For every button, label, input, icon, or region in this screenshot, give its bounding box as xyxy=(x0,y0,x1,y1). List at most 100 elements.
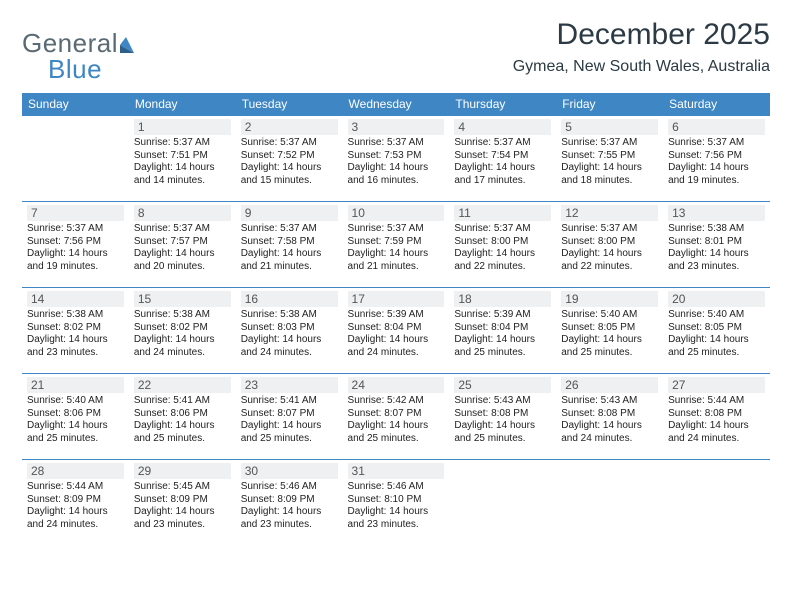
sunset-text: Sunset: 8:04 PM xyxy=(348,322,445,335)
calendar-week-row: 28Sunrise: 5:44 AMSunset: 8:09 PMDayligh… xyxy=(22,460,770,546)
day-number: 31 xyxy=(348,463,445,479)
sunset-text: Sunset: 8:08 PM xyxy=(454,408,551,421)
day-number: 21 xyxy=(27,377,124,393)
day-info: Sunrise: 5:38 AMSunset: 8:03 PMDaylight:… xyxy=(241,309,338,359)
calendar-day-cell xyxy=(663,460,770,546)
title-block: December 2025 Gymea, New South Wales, Au… xyxy=(513,18,770,76)
sunrise-text: Sunrise: 5:38 AM xyxy=(134,309,231,322)
logo-text-block: General Blue xyxy=(22,28,142,85)
sunset-text: Sunset: 8:03 PM xyxy=(241,322,338,335)
day-info: Sunrise: 5:43 AMSunset: 8:08 PMDaylight:… xyxy=(454,395,551,445)
sunset-text: Sunset: 8:05 PM xyxy=(561,322,658,335)
calendar-day-cell: 27Sunrise: 5:44 AMSunset: 8:08 PMDayligh… xyxy=(663,374,770,460)
day-info: Sunrise: 5:37 AMSunset: 7:53 PMDaylight:… xyxy=(348,137,445,187)
weekday-header: Sunday xyxy=(22,93,129,116)
calendar-day-cell: 25Sunrise: 5:43 AMSunset: 8:08 PMDayligh… xyxy=(449,374,556,460)
day-info: Sunrise: 5:46 AMSunset: 8:09 PMDaylight:… xyxy=(241,481,338,531)
sunset-text: Sunset: 7:51 PM xyxy=(134,150,231,163)
day-info: Sunrise: 5:37 AMSunset: 8:00 PMDaylight:… xyxy=(454,223,551,273)
daylight-text: Daylight: 14 hours and 23 minutes. xyxy=(348,506,445,531)
sunrise-text: Sunrise: 5:45 AM xyxy=(134,481,231,494)
daylight-text: Daylight: 14 hours and 15 minutes. xyxy=(241,162,338,187)
calendar-day-cell: 14Sunrise: 5:38 AMSunset: 8:02 PMDayligh… xyxy=(22,288,129,374)
daylight-text: Daylight: 14 hours and 25 minutes. xyxy=(454,420,551,445)
day-number: 27 xyxy=(668,377,765,393)
calendar-day-cell: 19Sunrise: 5:40 AMSunset: 8:05 PMDayligh… xyxy=(556,288,663,374)
sunset-text: Sunset: 7:59 PM xyxy=(348,236,445,249)
calendar-day-cell: 11Sunrise: 5:37 AMSunset: 8:00 PMDayligh… xyxy=(449,202,556,288)
sunrise-text: Sunrise: 5:43 AM xyxy=(454,395,551,408)
sunset-text: Sunset: 8:00 PM xyxy=(454,236,551,249)
day-info: Sunrise: 5:46 AMSunset: 8:10 PMDaylight:… xyxy=(348,481,445,531)
day-number: 22 xyxy=(134,377,231,393)
daylight-text: Daylight: 14 hours and 24 minutes. xyxy=(348,334,445,359)
sunrise-text: Sunrise: 5:40 AM xyxy=(668,309,765,322)
sunset-text: Sunset: 8:07 PM xyxy=(241,408,338,421)
weekday-header: Friday xyxy=(556,93,663,116)
sunset-text: Sunset: 8:02 PM xyxy=(134,322,231,335)
sunset-text: Sunset: 7:57 PM xyxy=(134,236,231,249)
day-info: Sunrise: 5:41 AMSunset: 8:06 PMDaylight:… xyxy=(134,395,231,445)
calendar-day-cell: 31 Sunrise: 5:46 AMSunset: 8:10 PMDayligh… xyxy=(343,460,450,546)
sunrise-text: Sunrise: 5:37 AM xyxy=(668,137,765,150)
day-info: Sunrise: 5:40 AMSunset: 8:05 PMDaylight:… xyxy=(561,309,658,359)
day-number: 20 xyxy=(668,291,765,307)
daylight-text: Daylight: 14 hours and 24 minutes. xyxy=(561,420,658,445)
sunrise-text: Sunrise: 5:37 AM xyxy=(561,223,658,236)
sunrise-text: Sunrise: 5:37 AM xyxy=(348,137,445,150)
sunrise-text: Sunrise: 5:40 AM xyxy=(561,309,658,322)
sunrise-text: Sunrise: 5:37 AM xyxy=(454,223,551,236)
sunset-text: Sunset: 8:00 PM xyxy=(561,236,658,249)
sunset-text: Sunset: 8:05 PM xyxy=(668,322,765,335)
sunset-text: Sunset: 8:08 PM xyxy=(668,408,765,421)
sunset-text: Sunset: 8:06 PM xyxy=(134,408,231,421)
sunset-text: Sunset: 7:54 PM xyxy=(454,150,551,163)
sunrise-text: Sunrise: 5:44 AM xyxy=(668,395,765,408)
sunrise-text: Sunrise: 5:37 AM xyxy=(454,137,551,150)
day-number: 18 xyxy=(454,291,551,307)
daylight-text: Daylight: 14 hours and 24 minutes. xyxy=(134,334,231,359)
daylight-text: Daylight: 14 hours and 23 minutes. xyxy=(27,334,124,359)
daylight-text: Daylight: 14 hours and 25 minutes. xyxy=(348,420,445,445)
day-info: Sunrise: 5:37 AMSunset: 7:59 PMDaylight:… xyxy=(348,223,445,273)
weekday-header: Thursday xyxy=(449,93,556,116)
day-info: Sunrise: 5:37 AMSunset: 7:55 PMDaylight:… xyxy=(561,137,658,187)
day-number: 28 xyxy=(27,463,124,479)
logo-mark-icon xyxy=(120,35,142,58)
sunrise-text: Sunrise: 5:44 AM xyxy=(27,481,124,494)
calendar-day-cell: 30 Sunrise: 5:46 AMSunset: 8:09 PMDayligh… xyxy=(236,460,343,546)
day-info: Sunrise: 5:38 AMSunset: 8:02 PMDaylight:… xyxy=(27,309,124,359)
weekday-header: Tuesday xyxy=(236,93,343,116)
daylight-text: Daylight: 14 hours and 16 minutes. xyxy=(348,162,445,187)
sunrise-text: Sunrise: 5:39 AM xyxy=(454,309,551,322)
calendar-week-row: 7Sunrise: 5:37 AMSunset: 7:56 PMDaylight… xyxy=(22,202,770,288)
daylight-text: Daylight: 14 hours and 23 minutes. xyxy=(668,248,765,273)
day-info: Sunrise: 5:41 AMSunset: 8:07 PMDaylight:… xyxy=(241,395,338,445)
calendar-day-cell: 15Sunrise: 5:38 AMSunset: 8:02 PMDayligh… xyxy=(129,288,236,374)
sunrise-text: Sunrise: 5:37 AM xyxy=(348,223,445,236)
month-title: December 2025 xyxy=(513,18,770,52)
day-number: 1 xyxy=(134,119,231,135)
daylight-text: Daylight: 14 hours and 22 minutes. xyxy=(561,248,658,273)
day-number: 30 xyxy=(241,463,338,479)
sunset-text: Sunset: 8:09 PM xyxy=(241,494,338,507)
day-number: 2 xyxy=(241,119,338,135)
calendar-day-cell: 16Sunrise: 5:38 AMSunset: 8:03 PMDayligh… xyxy=(236,288,343,374)
calendar-day-cell: 28 Sunrise: 5:44 AMSunset: 8:09 PMDayligh… xyxy=(22,460,129,546)
daylight-text: Daylight: 14 hours and 25 minutes. xyxy=(454,334,551,359)
calendar-day-cell: 18Sunrise: 5:39 AMSunset: 8:04 PMDayligh… xyxy=(449,288,556,374)
day-info: Sunrise: 5:38 AMSunset: 8:02 PMDaylight:… xyxy=(134,309,231,359)
sunrise-text: Sunrise: 5:46 AM xyxy=(348,481,445,494)
calendar-day-cell: 3Sunrise: 5:37 AMSunset: 7:53 PMDaylight… xyxy=(343,116,450,202)
sunset-text: Sunset: 7:56 PM xyxy=(27,236,124,249)
sunrise-text: Sunrise: 5:37 AM xyxy=(134,223,231,236)
weekday-header: Monday xyxy=(129,93,236,116)
calendar-day-cell: 4Sunrise: 5:37 AMSunset: 7:54 PMDaylight… xyxy=(449,116,556,202)
calendar-day-cell: 24Sunrise: 5:42 AMSunset: 8:07 PMDayligh… xyxy=(343,374,450,460)
day-number: 23 xyxy=(241,377,338,393)
sunrise-text: Sunrise: 5:38 AM xyxy=(241,309,338,322)
calendar-day-cell: 22 Sunrise: 5:41 AMSunset: 8:06 PMDayligh… xyxy=(129,374,236,460)
day-info: Sunrise: 5:44 AMSunset: 8:09 PMDaylight:… xyxy=(27,481,124,531)
calendar-day-cell: 23 Sunrise: 5:41 AMSunset: 8:07 PMDayligh… xyxy=(236,374,343,460)
day-number: 17 xyxy=(348,291,445,307)
